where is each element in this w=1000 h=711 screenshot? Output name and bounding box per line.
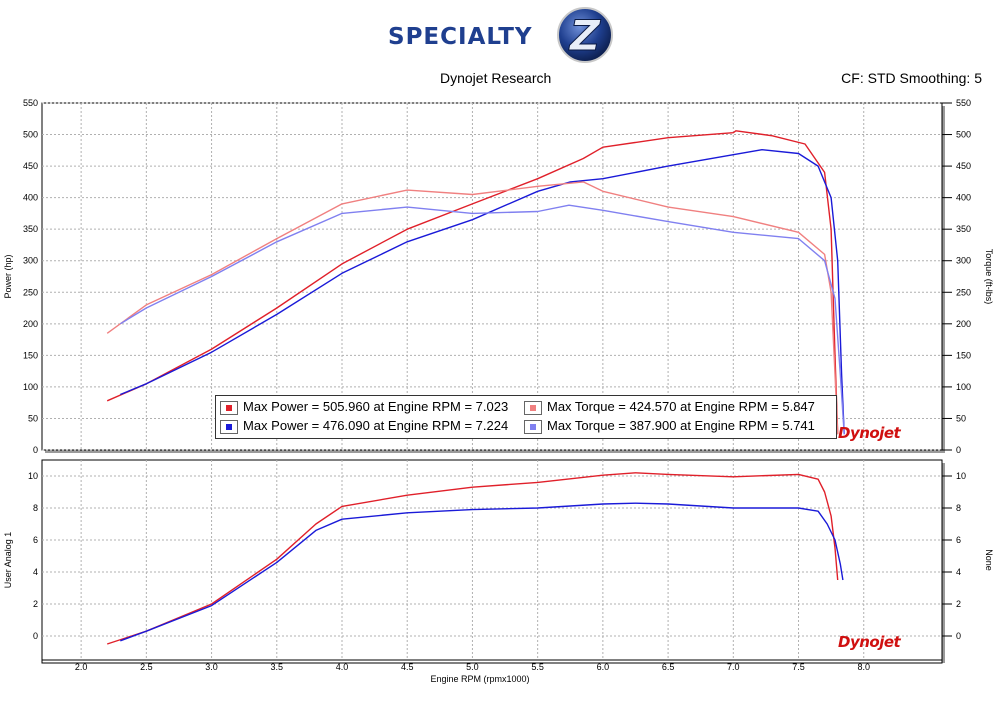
series-line-4 <box>119 204 845 435</box>
x-tick-label: 2.0 <box>75 662 88 672</box>
series-line-1 <box>106 472 839 645</box>
x-tick-label: 6.5 <box>662 662 675 672</box>
legend-swatch <box>530 404 536 411</box>
y-tick-label: 2 <box>33 599 38 609</box>
x-tick-label: 4.5 <box>401 662 414 672</box>
specialty-z-logo: SPECIALTY Z <box>388 6 614 64</box>
legend-label: Max Torque = 424.570 at Engine RPM = 5.8… <box>547 399 815 414</box>
plot-area <box>41 102 943 451</box>
chart-legend: Max Power = 505.960 at Engine RPM = 7.02… <box>215 395 837 439</box>
logo-letter: Z <box>568 11 602 60</box>
y-tick-label: 550 <box>23 98 38 108</box>
x-tick-label: 5.0 <box>466 662 479 672</box>
dynojet-watermark-top: Dynojet <box>838 424 901 442</box>
y2-tick-label: 2 <box>956 599 961 609</box>
correction-factor-info: CF: STD Smoothing: 5 <box>841 70 982 86</box>
y2-tick-label: 6 <box>956 535 961 545</box>
y-axis-label: User Analog 1 <box>3 532 13 589</box>
y-tick-label: 4 <box>33 567 38 577</box>
y2-tick-label: 450 <box>956 161 971 171</box>
y-tick-label: 100 <box>23 382 38 392</box>
x-tick-label: 2.5 <box>140 662 153 672</box>
y2-tick-label: 500 <box>956 130 971 140</box>
y2-tick-label: 300 <box>956 256 971 266</box>
y-tick-label: 150 <box>23 350 38 360</box>
legend-swatch <box>530 423 536 430</box>
y2-tick-label: 150 <box>956 350 971 360</box>
y-tick-label: 400 <box>23 193 38 203</box>
y-tick-label: 500 <box>23 130 38 140</box>
legend-item-torque-run2: Max Torque = 387.900 at Engine RPM = 5.7… <box>524 416 815 436</box>
y-tick-label: 300 <box>23 256 38 266</box>
y-tick-label: 0 <box>33 445 38 455</box>
y-tick-label: 250 <box>23 287 38 297</box>
y-tick-label: 50 <box>28 413 38 423</box>
y-tick-label: 10 <box>28 471 38 481</box>
y-tick-label: 350 <box>23 224 38 234</box>
legend-item-torque-run1: Max Torque = 424.570 at Engine RPM = 5.8… <box>524 397 815 417</box>
y2-axis-label: Torque (ft-lbs) <box>984 249 994 305</box>
y2-axis-label: None <box>984 549 994 571</box>
x-axis-strip <box>41 659 943 664</box>
x-tick-label: 7.0 <box>727 662 740 672</box>
y2-tick-label: 400 <box>956 193 971 203</box>
y2-tick-label: 0 <box>956 445 961 455</box>
logo-text: SPECIALTY <box>388 24 533 50</box>
x-tick-label: 4.0 <box>336 662 349 672</box>
legend-swatch <box>226 423 232 430</box>
y2-tick-label: 0 <box>956 631 961 641</box>
y2-tick-label: 550 <box>956 98 971 108</box>
chart-subtitle: Dynojet Research <box>440 70 552 86</box>
x-tick-label: 7.5 <box>792 662 805 672</box>
y2-tick-label: 8 <box>956 503 961 513</box>
legend-label: Max Power = 505.960 at Engine RPM = 7.02… <box>243 399 509 414</box>
y2-tick-label: 350 <box>956 224 971 234</box>
legend-label: Max Power = 476.090 at Engine RPM = 7.22… <box>243 418 509 433</box>
x-tick-label: 5.5 <box>531 662 544 672</box>
x-tick-label: 8.0 <box>857 662 870 672</box>
y2-tick-label: 4 <box>956 567 961 577</box>
legend-swatch <box>226 404 232 411</box>
x-tick-label: 3.5 <box>271 662 284 672</box>
x-axis-label: Engine RPM (rpmx1000) <box>430 674 529 684</box>
dynojet-watermark-bottom: Dynojet <box>838 633 901 651</box>
y2-tick-label: 250 <box>956 287 971 297</box>
series-line-2 <box>120 502 844 642</box>
x-tick-label: 3.0 <box>205 662 218 672</box>
legend-item-power-run1: Max Power = 505.960 at Engine RPM = 7.02… <box>220 397 508 417</box>
y-tick-label: 6 <box>33 535 38 545</box>
y-tick-label: 200 <box>23 319 38 329</box>
y-tick-label: 0 <box>33 631 38 641</box>
y2-tick-label: 10 <box>956 471 966 481</box>
legend-label: Max Torque = 387.900 at Engine RPM = 5.7… <box>547 418 815 433</box>
z-badge-icon: Z <box>557 7 613 63</box>
legend-item-power-run2: Max Power = 476.090 at Engine RPM = 7.22… <box>220 416 508 436</box>
series-line-1 <box>106 130 839 435</box>
plot-area <box>41 459 943 661</box>
series-line-2 <box>120 149 845 435</box>
y2-tick-label: 200 <box>956 319 971 329</box>
x-tick-label: 6.0 <box>597 662 610 672</box>
y2-tick-label: 100 <box>956 382 971 392</box>
y-tick-label: 450 <box>23 161 38 171</box>
y2-tick-label: 50 <box>956 413 966 423</box>
y-axis-label: Power (hp) <box>3 254 13 298</box>
y-tick-label: 8 <box>33 503 38 513</box>
